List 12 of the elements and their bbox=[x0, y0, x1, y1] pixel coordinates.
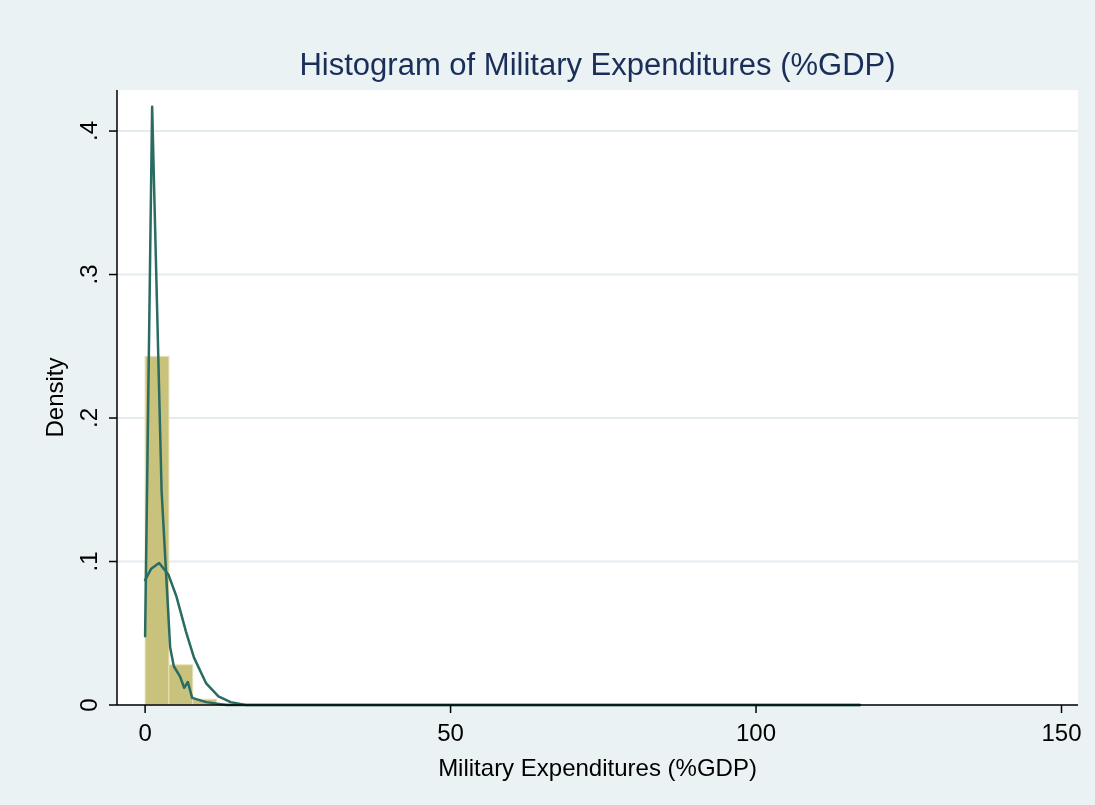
x-tick-label: 150 bbox=[1041, 719, 1082, 746]
x-tick-label: 0 bbox=[138, 719, 152, 746]
y-tick-label: 0 bbox=[75, 698, 102, 712]
y-tick-label: .2 bbox=[75, 408, 102, 429]
x-tick-label: 50 bbox=[437, 719, 464, 746]
x-axis-title: Military Expenditures (%GDP) bbox=[438, 754, 757, 781]
y-tick-label: .1 bbox=[75, 551, 102, 572]
y-tick-label: .4 bbox=[75, 121, 102, 142]
y-tick-label: .3 bbox=[75, 264, 102, 285]
y-axis-title: Density bbox=[41, 357, 68, 438]
chart-title: Histogram of Military Expenditures (%GDP) bbox=[299, 47, 896, 82]
x-tick-label: 100 bbox=[736, 719, 777, 746]
